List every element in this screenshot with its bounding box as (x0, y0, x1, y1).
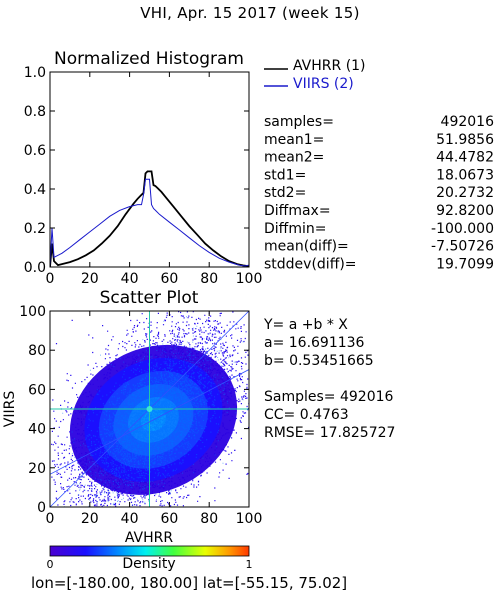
histogram-axes: 0 20 40 60 80 100 0.0 0.2 0.4 0.6 0.8 1.0 (24, 65, 263, 287)
stat-value: 19.7099 (436, 256, 494, 272)
scatter-points-core (62, 316, 244, 507)
histogram-y-tick-label: 0.2 (24, 221, 46, 237)
regression-rmse: RMSE= 17.825727 (264, 425, 395, 441)
stat-value: 20.2732 (436, 185, 494, 201)
regression-b: b= 0.53451665 (264, 353, 374, 369)
scatter-x-tick-label: 100 (236, 511, 263, 527)
colorbar-max-label: 1 (246, 558, 253, 571)
regression-cc: CC= 0.4763 (264, 407, 349, 423)
scatter-x-tick-label: 20 (81, 511, 99, 527)
scatter-chart: Scatter Plot 0 20 40 60 80 100 0 20 40 60 80 100 AV… (2, 288, 262, 546)
histogram-x-tick-label: 100 (236, 271, 263, 287)
histogram-x-tick-label: 60 (160, 271, 178, 287)
scatter-x-tick-label: 60 (160, 511, 178, 527)
colorbar: 0 Density 1 (47, 545, 253, 572)
scatter-y-axis-label: VIIRS (2, 391, 18, 428)
scatter-y-tick-label: 20 (28, 461, 46, 477)
scatter-density (51, 311, 249, 507)
histogram-y-tick-label: 1.0 (24, 65, 46, 81)
stat-value: -7.50726 (431, 239, 494, 255)
scatter-y-tick-label: 80 (28, 343, 46, 359)
histogram-chart: Normalized Histogram 0 20 40 60 80 1000.00.20… (24, 49, 263, 287)
stat-value: 51.9856 (436, 132, 494, 148)
scatter-fit-line (50, 369, 249, 475)
scatter-x-tick-label: 40 (121, 511, 139, 527)
scatter-y-tick-label: 0 (37, 500, 46, 516)
histogram-series (50, 170, 249, 267)
scatter-x-tick-label: 0 (46, 511, 55, 527)
scatter-y-tick-label: 100 (19, 304, 46, 320)
stat-label: mean2= (264, 150, 324, 166)
histogram-line-viirs-2 (50, 178, 249, 267)
colorbar-title: Density (122, 556, 175, 572)
regression-equation: Y= a +b * X (263, 317, 348, 333)
scatter-x-axis-label: AVHRR (125, 530, 174, 546)
scatter-center-highlight (146, 406, 153, 412)
page-title: VHI, Apr. 15 2017 (week 15) (140, 4, 360, 22)
scatter-x-tick-label: 80 (200, 511, 218, 527)
stat-label: std2= (264, 185, 306, 201)
histogram-y-tick-label: 0.8 (24, 104, 46, 120)
regression-block: Y= a +b * X a= 16.691136 b= 0.53451665 S… (263, 317, 395, 441)
legend-label-avhrr: AVHRR (1) (293, 58, 366, 74)
histogram-frame (49, 71, 250, 268)
scatter-title: Scatter Plot (100, 288, 199, 308)
stat-value: 18.0673 (436, 167, 494, 183)
scatter-y-tick-label: 40 (28, 422, 46, 438)
histogram-x-tick-label: 0 (46, 271, 55, 287)
stat-label: stddev(diff)= (264, 256, 357, 272)
stat-label: samples= (264, 114, 334, 130)
histogram-title: Normalized Histogram (54, 49, 244, 69)
stat-value: 44.4782 (436, 150, 494, 166)
histogram-x-tick-label: 20 (81, 271, 99, 287)
regression-a: a= 16.691136 (264, 335, 365, 351)
stat-label: std1= (264, 167, 306, 183)
stat-label: Diffmax= (264, 203, 331, 219)
statistics-block: samples= 492016 mean1= 51.9856 mean2= 44.4782… (264, 114, 494, 272)
colorbar-min-label: 0 (47, 558, 54, 571)
scatter-frame (49, 310, 250, 508)
regression-samples: Samples= 492016 (264, 389, 394, 405)
histogram-x-tick-label: 40 (121, 271, 139, 287)
stat-label: mean(diff)= (264, 239, 349, 255)
stat-label: mean1= (264, 132, 324, 148)
stat-label: Diffmin= (264, 221, 326, 237)
colorbar-gradient (49, 545, 250, 557)
legend-label-viirs: VIIRS (2) (293, 76, 354, 92)
stat-value: 492016 (441, 114, 495, 130)
histogram-line-avhrr-1 (50, 170, 249, 267)
stat-value: -100.000 (431, 221, 494, 237)
histogram-y-tick-label: 0.6 (24, 143, 46, 159)
stat-value: 92.8200 (436, 203, 494, 219)
histogram-x-tick-label: 80 (200, 271, 218, 287)
scatter-y-tick-label: 60 (28, 382, 46, 398)
region-label: lon=[-180.00, 180.00] lat=[-55.15, 75.02… (31, 574, 347, 592)
histogram-legend: AVHRR (1) VIIRS (2) (264, 58, 366, 92)
histogram-y-tick-label: 0.0 (24, 260, 46, 276)
scatter-reference-lines (50, 311, 249, 507)
scatter-axes: 0 20 40 60 80 100 0 20 40 60 80 100 (19, 304, 262, 527)
histogram-y-tick-label: 0.4 (24, 182, 46, 198)
